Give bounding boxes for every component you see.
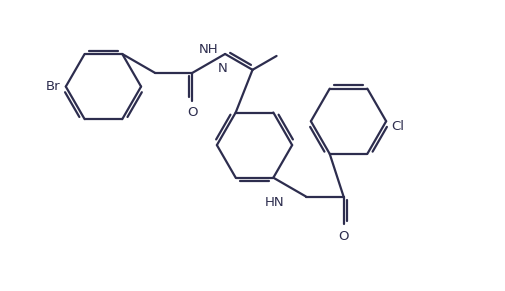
Text: Br: Br [46, 80, 61, 93]
Text: Cl: Cl [390, 120, 403, 133]
Text: NH: NH [198, 43, 218, 56]
Text: HN: HN [265, 196, 284, 209]
Text: N: N [218, 62, 228, 75]
Text: O: O [338, 230, 348, 243]
Text: O: O [187, 107, 197, 120]
